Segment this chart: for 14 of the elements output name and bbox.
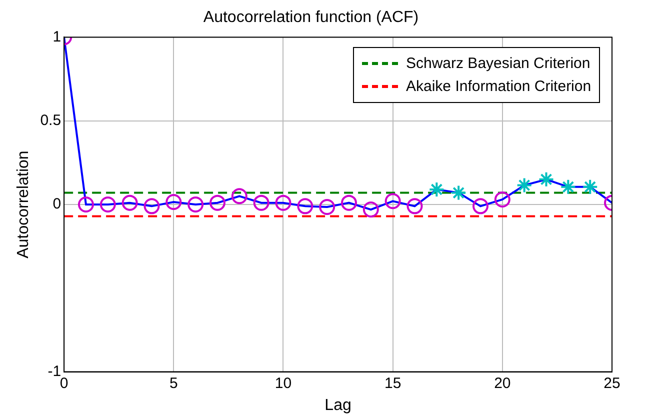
x-axis-title: Lag (324, 396, 352, 414)
y-tick-label: 1 (52, 28, 62, 46)
chart-title: Autocorrelation function (ACF) (203, 9, 419, 26)
x-tick-label: 10 (274, 374, 292, 392)
legend-label: Akaike Information Criterion (406, 78, 592, 96)
x-tick-label: 25 (604, 374, 620, 392)
y-tick-label: 0.5 (40, 112, 62, 129)
y-axis-title: Autocorrelation (15, 150, 32, 258)
x-tick-label: 15 (384, 374, 402, 392)
legend-label: Schwarz Bayesian Criterion (406, 55, 590, 72)
x-tick-label: 20 (494, 374, 511, 392)
x-tick-label: 5 (169, 374, 178, 392)
y-tick-label: 0 (52, 196, 62, 213)
y-tick-label: -1 (48, 362, 62, 380)
